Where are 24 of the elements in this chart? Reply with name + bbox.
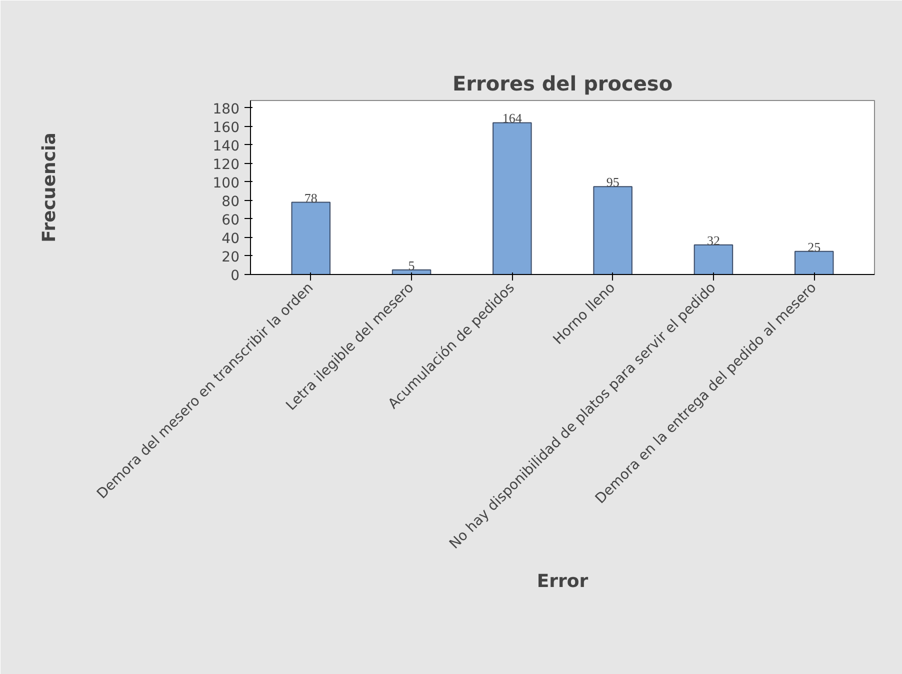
data-label: 32	[706, 232, 720, 248]
data-label: 5	[408, 258, 415, 273]
bar	[492, 122, 532, 274]
y-tick-label: 100	[212, 175, 240, 192]
y-tick-label: 20	[222, 249, 240, 266]
data-label: 78	[304, 190, 318, 206]
y-tick-label: 160	[212, 120, 240, 136]
bar	[593, 186, 632, 274]
y-tick-label: 180	[212, 101, 240, 118]
x-axis-title: Error	[536, 571, 588, 592]
y-axis-title: Frecuencia	[38, 132, 60, 242]
bar	[794, 250, 834, 274]
data-label: 164	[502, 110, 522, 126]
y-tick-label: 60	[222, 212, 240, 228]
chart-title: Errores del proceso	[452, 72, 673, 96]
y-tick-label: 40	[222, 230, 240, 247]
y-tick-label: 120	[212, 156, 240, 173]
y-tick-label: 80	[222, 194, 240, 210]
bar	[694, 244, 734, 274]
data-label: 95	[606, 174, 620, 190]
bar	[291, 202, 331, 274]
data-label: 25	[808, 239, 821, 254]
y-tick-label: 140	[212, 138, 240, 154]
y-tick-label: 0	[230, 268, 240, 284]
